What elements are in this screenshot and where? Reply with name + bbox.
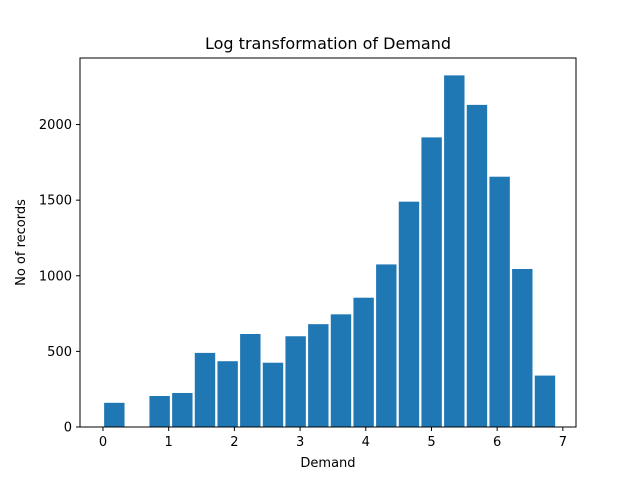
histogram-bar: [534, 375, 556, 427]
histogram-bar: [172, 392, 193, 427]
histogram-bar: [149, 395, 170, 427]
y-axis-label: No of records: [14, 199, 29, 286]
y-tick-label: 0: [64, 421, 72, 436]
y-tick-label: 2000: [39, 118, 72, 133]
histogram-bar: [512, 268, 533, 427]
histogram-bar: [194, 352, 216, 427]
histogram-bar: [421, 137, 442, 427]
x-tick-label: 0: [99, 435, 107, 450]
histogram-bar: [444, 75, 465, 428]
x-axis-label: Demand: [300, 456, 355, 471]
x-tick-label: 4: [362, 435, 370, 450]
x-axis-ticks: 0 1 2 3 4 5 6 7: [99, 427, 567, 450]
histogram-bar: [308, 324, 329, 427]
histogram-bar: [398, 201, 420, 427]
y-tick-label: 500: [47, 345, 72, 360]
histogram-bar: [376, 264, 397, 427]
y-tick-label: 1500: [39, 194, 72, 209]
x-tick-label: 6: [493, 435, 501, 450]
chart-title: Log transformation of Demand: [205, 34, 451, 53]
y-axis-ticks: 0 500 1000 1500 2000: [39, 118, 80, 436]
histogram-bar: [466, 104, 488, 427]
x-tick-label: 1: [165, 435, 173, 450]
histogram-bar: [217, 361, 238, 427]
histogram-bar: [262, 362, 284, 427]
x-tick-label: 2: [230, 435, 238, 450]
y-tick-label: 1000: [39, 269, 72, 284]
bars-group: [104, 75, 556, 428]
histogram-bar: [104, 402, 125, 427]
histogram-bar: [489, 176, 510, 427]
histogram-bar: [240, 333, 261, 427]
plot-frame: [79, 57, 577, 428]
x-tick-label: 5: [427, 435, 435, 450]
histogram-bar: [330, 314, 352, 427]
histogram-bar: [353, 297, 374, 427]
x-tick-label: 3: [296, 435, 304, 450]
x-tick-label: 7: [559, 435, 567, 450]
histogram-bar: [285, 336, 306, 427]
